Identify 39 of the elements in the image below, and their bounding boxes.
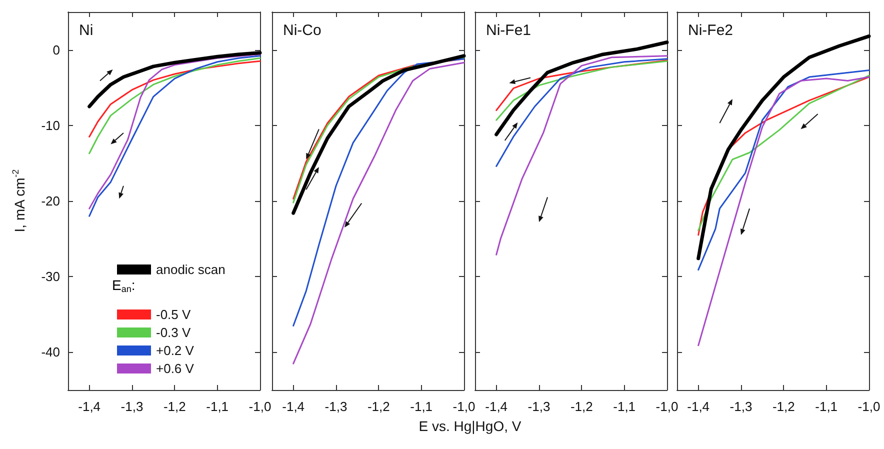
legend-label: anodic scan bbox=[156, 262, 226, 277]
y-tick-label: -20 bbox=[41, 194, 60, 208]
y-axis-title: I, mA cm-2 bbox=[10, 169, 28, 232]
legend-label: -0.5 V bbox=[156, 307, 192, 322]
line-series bbox=[88, 51, 262, 108]
line-series bbox=[88, 57, 261, 154]
x-tick-label: -1,4 bbox=[78, 399, 101, 414]
x-tick-label: -1,0 bbox=[858, 399, 880, 414]
x-tick-label: -1,2 bbox=[570, 399, 593, 414]
text: Ni bbox=[79, 22, 94, 39]
y-tick-label: -10 bbox=[41, 118, 60, 133]
x-tick-label: -1,3 bbox=[120, 399, 144, 414]
x-tick-label: -1,2 bbox=[367, 399, 390, 414]
x-tick-label: -1,3 bbox=[730, 399, 752, 414]
line-series bbox=[88, 60, 261, 138]
x-tick-label: -1,0 bbox=[248, 399, 272, 414]
text: Ni-Co bbox=[283, 22, 322, 39]
legend-label: +0.2 V bbox=[156, 343, 194, 358]
y-tick-label: 0 bbox=[52, 42, 60, 58]
x-tick-label: -1,3 bbox=[324, 399, 348, 414]
y-tick-label: -30 bbox=[41, 269, 60, 284]
x-tick-label: -1,1 bbox=[613, 399, 636, 414]
x-tick-label: -1,2 bbox=[772, 399, 795, 414]
legend-label: -0.3 V bbox=[156, 325, 192, 340]
x-tick-label: -1,0 bbox=[452, 399, 476, 414]
x-tick-label: -1,2 bbox=[163, 399, 186, 414]
x-tick-label: -1,4 bbox=[687, 399, 710, 414]
x-tick-label: -1,4 bbox=[282, 399, 305, 414]
x-tick-label: -1,1 bbox=[410, 399, 433, 414]
x-tick-label: -1,1 bbox=[815, 399, 838, 414]
y-tick-label: -40 bbox=[41, 344, 60, 360]
text: Ni-Fe1 bbox=[486, 22, 532, 39]
x-tick-label: -1,4 bbox=[485, 399, 508, 414]
x-tick-label: -1,3 bbox=[528, 399, 550, 414]
x-tick-label: -1,0 bbox=[656, 399, 678, 414]
legend-label: +0.6 V bbox=[156, 361, 194, 376]
x-tick-label: -1,1 bbox=[206, 399, 229, 414]
x-axis-title: E vs. Hg|HgO, V bbox=[418, 418, 522, 434]
text: Ni-Fe2 bbox=[688, 22, 734, 39]
